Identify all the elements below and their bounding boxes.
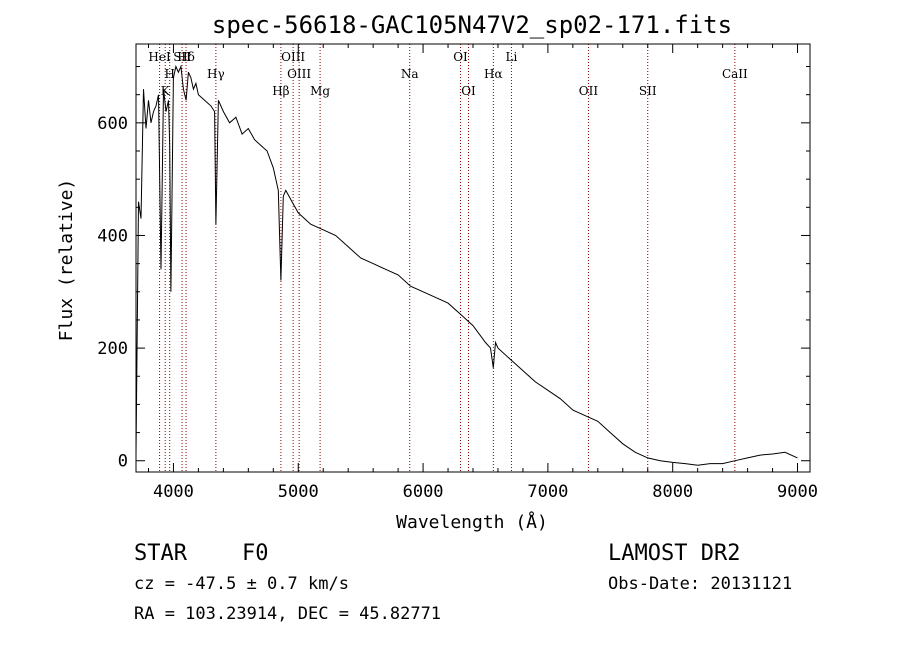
marker-label: OI: [461, 84, 476, 98]
y-axis-label: Flux (relative): [56, 179, 77, 342]
y-axis-ticks: 0 200 400 600: [97, 66, 810, 472]
survey-name: LAMOST DR2: [608, 541, 740, 566]
marker-label: Hδ: [177, 50, 195, 64]
y-tick-label: 200: [97, 339, 128, 359]
marker-label: OII: [579, 84, 599, 98]
marker-label: OI: [453, 50, 468, 64]
marker-label: OIII: [287, 67, 311, 81]
x-tick-label: 4000: [153, 482, 194, 502]
marker-label: SII: [173, 50, 191, 64]
x-tick-label: 9000: [777, 482, 818, 502]
x-tick-label: 6000: [403, 482, 444, 502]
x-tick-label: 8000: [652, 482, 693, 502]
plot-frame: [135, 43, 811, 473]
x-tick-label: 5000: [278, 482, 319, 502]
y-tick-label: 600: [97, 114, 128, 134]
marker-label: HeI: [148, 50, 171, 64]
y-tick-label: 400: [97, 226, 128, 246]
marker-label: OIII: [281, 50, 305, 64]
observation-date: Obs-Date: 20131121: [608, 574, 792, 594]
marker-label: K: [161, 84, 171, 98]
marker-label: H: [164, 67, 174, 81]
marker-label: Na: [401, 67, 419, 81]
line-markers: [159, 44, 736, 472]
marker-label: SII: [639, 84, 657, 98]
x-tick-label: 7000: [527, 482, 568, 502]
marker-label: Hγ: [207, 67, 225, 81]
x-axis-ticks: 4000 5000 6000 7000 8000 9000: [147, 44, 818, 502]
marker-label: Hα: [484, 67, 503, 81]
spectrum-line: [135, 64, 798, 466]
object-class: STAR: [134, 541, 188, 566]
marker-label: Hβ: [272, 84, 289, 98]
y-tick-label: 0: [118, 452, 128, 472]
marker-label: Li: [506, 50, 518, 64]
x-axis-label: Wavelength (Å): [396, 511, 548, 533]
coordinates: RA = 103.23914, DEC = 45.82771: [134, 604, 441, 624]
object-subclass: F0: [242, 541, 269, 566]
redshift-cz: cz = -47.5 ± 0.7 km/s: [134, 574, 349, 594]
marker-label: CaII: [722, 67, 748, 81]
chart-title: spec-56618-GAC105N47V2_sp02-171.fits: [212, 11, 732, 39]
marker-label: Mg: [310, 84, 330, 98]
